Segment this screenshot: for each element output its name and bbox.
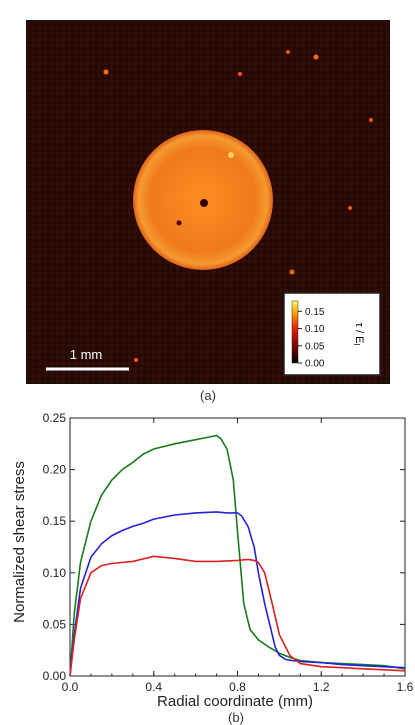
series-line-1	[69, 434, 406, 677]
stress-map-image: 1 mm 0.15 0.10 0.05 0.00 τ / El	[25, 19, 391, 385]
hot-spot	[286, 50, 290, 54]
colorbar-tick-label: 0.05	[305, 341, 325, 352]
x-tick-label: 1.6	[397, 680, 414, 694]
x-tick-label: 1.2	[313, 680, 330, 694]
hot-spot	[134, 358, 138, 362]
hot-spot	[289, 269, 295, 275]
colorbar-label: τ / El	[352, 323, 365, 346]
colorbar-tick-label: 0.15	[305, 307, 325, 318]
x-tick-label: 0.0	[62, 680, 79, 694]
y-tick-label: 0.10	[43, 566, 67, 580]
disc-defect-dot	[176, 220, 182, 226]
x-tick-label: 0.4	[145, 680, 162, 694]
chart-axes: 0.0 0.4 0.8 1.2 1.6 0.00 0.05 0.10 0.15 0.20 0.25	[43, 412, 414, 694]
stress-map-panel: 1 mm 0.15 0.10 0.05 0.00 τ / El	[25, 19, 391, 385]
panel-b-caption: (b)	[228, 710, 244, 725]
hot-spot	[369, 118, 373, 122]
y-axis-label: Normalized shear stress	[11, 461, 28, 623]
disc-bright-spot	[228, 152, 234, 158]
colorbar-tick-label: 0.00	[305, 359, 325, 370]
plot-frame	[69, 417, 406, 677]
hot-spot	[103, 69, 109, 75]
panel-a-caption: (a)	[200, 388, 216, 403]
shear-stress-chart: 0.0 0.4 0.8 1.2 1.60.000.050.100.150.200.25 …	[11, 412, 414, 710]
hot-spot	[348, 206, 352, 210]
y-tick-label: 0.05	[43, 617, 67, 631]
disc-center-dot	[200, 199, 208, 207]
hot-spot	[238, 72, 242, 76]
scale-bar-label: 1 mm	[70, 347, 103, 362]
colorbar-tick-label: 0.10	[305, 324, 325, 335]
x-tick-label: 0.8	[229, 680, 246, 694]
y-tick-label: 0.20	[43, 463, 67, 477]
hot-spot	[313, 54, 319, 60]
colorbar-legend: 0.15 0.10 0.05 0.00 τ / El	[283, 292, 381, 376]
chart-series	[69, 434, 406, 677]
series-line-2	[69, 511, 406, 677]
y-tick-label: 0.25	[43, 412, 67, 425]
y-tick-label: 0.15	[43, 514, 67, 528]
y-tick-label: 0.00	[43, 669, 67, 683]
x-axis-label: Radial coordinate (mm)	[157, 693, 313, 710]
colorbar-gradient	[291, 300, 299, 364]
colorbar-box	[283, 292, 381, 376]
series-line-3	[69, 555, 406, 677]
